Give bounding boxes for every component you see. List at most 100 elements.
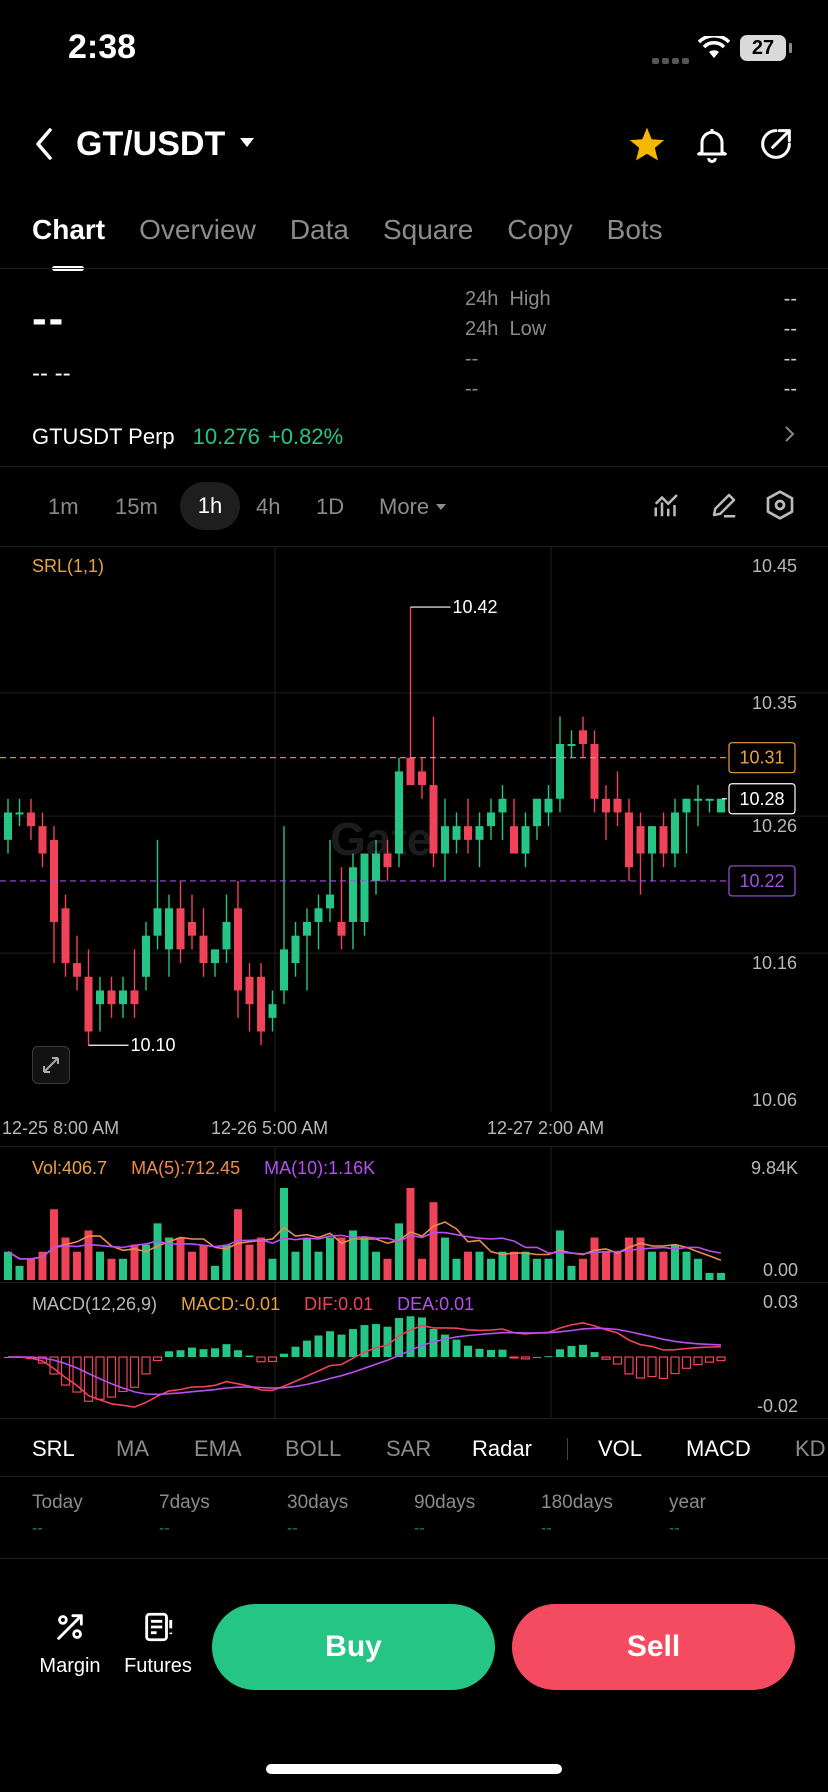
macd-hist-bar [141, 1356, 151, 1375]
buy-button[interactable]: Buy [212, 1604, 495, 1690]
draw-pencil-icon[interactable] [709, 490, 739, 526]
volume-bar [372, 1251, 380, 1280]
share-icon[interactable] [756, 124, 796, 169]
candle-body [234, 908, 242, 991]
candle [694, 785, 702, 827]
candle-body [602, 798, 610, 813]
macd-hist-bar [267, 1356, 278, 1363]
candle-body [636, 826, 645, 854]
tab-separator [567, 1438, 568, 1460]
tab-data[interactable]: Data [289, 214, 349, 245]
volume-bar [4, 1251, 12, 1280]
candle [257, 963, 265, 1046]
indicator-tab-vol[interactable]: VOL [598, 1436, 643, 1461]
candle-body [659, 826, 668, 854]
candle-body [464, 826, 472, 840]
candle [153, 839, 162, 950]
volume-bar [291, 1251, 300, 1280]
period-value: -- [287, 1520, 298, 1537]
period-label: 7days [159, 1492, 210, 1513]
interval-1d[interactable]: 1D [316, 494, 345, 519]
interval-more[interactable]: More [379, 494, 447, 520]
interval-1h[interactable]: 1h [180, 482, 240, 530]
volume-bar [636, 1237, 645, 1280]
tab-chart[interactable]: Chart [32, 214, 105, 271]
indicator-chart-icon[interactable] [652, 490, 682, 526]
volume-ma10-line [7, 1231, 722, 1260]
candle [199, 908, 208, 977]
star-icon[interactable] [628, 126, 666, 167]
candle-body [130, 990, 139, 1005]
macd-hist-bar [291, 1346, 300, 1357]
candle-body [38, 826, 47, 854]
price-tag-box [728, 865, 796, 897]
volume-bar [602, 1251, 610, 1280]
candle-body [452, 826, 461, 840]
tab-bots[interactable]: Bots [606, 214, 663, 245]
tab-copy[interactable]: Copy [507, 214, 573, 245]
y-tick-label: 10.45 [752, 556, 797, 576]
candle-body [188, 922, 196, 936]
candle [291, 922, 300, 977]
vol-ma10: MA(10):1.16K [264, 1158, 376, 1178]
indicator-tab-srl[interactable]: SRL [32, 1436, 75, 1461]
margin-button[interactable]: Margin [30, 1610, 110, 1678]
candle [648, 826, 656, 881]
macd-hist-bar [658, 1356, 669, 1379]
tab-square[interactable]: Square [382, 214, 474, 245]
caret-down-icon [436, 504, 447, 510]
candle-body [372, 853, 380, 881]
candle-body [383, 853, 392, 868]
bell-icon[interactable] [692, 124, 732, 169]
macd-hist-bar [556, 1349, 564, 1357]
macd-hist-bar [118, 1356, 128, 1393]
indicator-tab-boll[interactable]: BOLL [285, 1436, 342, 1461]
sell-button[interactable]: Sell [512, 1604, 795, 1690]
candle [567, 730, 576, 758]
expand-icon[interactable] [32, 1046, 70, 1084]
perp-row[interactable]: GTUSDT Perp 10.276 +0.82% [32, 420, 796, 454]
candle [61, 894, 70, 977]
candle-body [395, 771, 403, 854]
chart-settings-icon[interactable] [764, 489, 796, 527]
indicator-tab-sar[interactable]: SAR [386, 1436, 432, 1461]
x-tick-label: 12-26 5:00 AM [211, 1118, 329, 1138]
indicator-tab-radar[interactable]: Radar [472, 1436, 532, 1461]
pair-selector[interactable]: GT/USDT [76, 124, 255, 164]
price-tag-box [728, 742, 796, 774]
futures-button[interactable]: Futures [118, 1610, 198, 1678]
candlestick-chart[interactable]: 10.45 10.35 10.26 10.16 10.06 Gate 10.31 10.28 1… [0, 546, 828, 1144]
indicator-tab-macd[interactable]: MACD [686, 1436, 751, 1461]
interval-15m[interactable]: 15m [115, 494, 158, 519]
candle [510, 798, 518, 854]
macd-hist-bar [487, 1349, 495, 1357]
stats-grid: 24h High -- 24h Low -- -- -- -- -- [465, 284, 797, 404]
indicator-tab-ma[interactable]: MA [116, 1436, 149, 1461]
y-tick-label: 10.35 [752, 693, 797, 713]
price-tag-label: 10.22 [739, 871, 784, 891]
volume-bar [349, 1230, 357, 1280]
volume-bar [498, 1251, 507, 1280]
back-icon[interactable] [30, 124, 58, 169]
candle [533, 798, 541, 840]
indicator-tab-kd[interactable]: KD [795, 1436, 826, 1461]
volume-bar [303, 1237, 311, 1280]
macd-hist-bar [129, 1356, 140, 1388]
indicator-tab-ema[interactable]: EMA [194, 1436, 242, 1461]
low-annotation-label: 10.10 [131, 1035, 176, 1055]
candle-body [107, 990, 116, 1005]
interval-4h[interactable]: 4h [256, 494, 281, 519]
macd-hist-bar [612, 1356, 623, 1365]
period-returns: Today -- 7days -- 30days -- 90days -- 180day… [0, 1488, 828, 1552]
macd-hist-bar [579, 1344, 587, 1357]
macd-hist-bar [211, 1348, 219, 1357]
volume-bar [153, 1223, 162, 1280]
interval-1m[interactable]: 1m [48, 494, 79, 519]
candle-body [222, 922, 231, 950]
volume-ma5-line [7, 1221, 722, 1261]
tab-overview[interactable]: Overview [139, 214, 256, 245]
candle-body [671, 812, 679, 854]
sell-label: Sell [626, 1630, 681, 1663]
candle-body [406, 757, 415, 786]
volume-bar [337, 1237, 346, 1280]
